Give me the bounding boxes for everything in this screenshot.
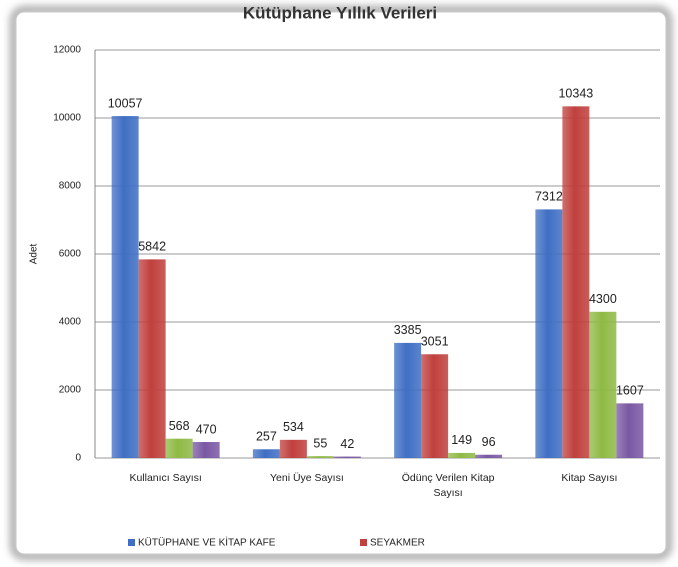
x-tick-label: Ödünç Verilen Kitap Sayısı [402, 472, 495, 499]
bar [333, 456, 361, 458]
data-label: 55 [313, 436, 327, 450]
data-label: 5842 [138, 240, 166, 254]
bar [448, 452, 476, 458]
data-label: 534 [283, 420, 304, 434]
y-tick-label: 0 [75, 453, 81, 464]
y-tick-label: 12000 [53, 45, 81, 56]
bar [252, 449, 280, 458]
data-label: 3385 [394, 323, 422, 337]
bar [589, 311, 617, 458]
legend-swatch [128, 539, 135, 546]
data-label: 1607 [616, 384, 644, 398]
legend-swatch [360, 539, 367, 546]
y-axis-label: Adet [29, 243, 40, 264]
data-label: 10343 [558, 87, 593, 101]
y-tick-label: 2000 [59, 385, 82, 396]
x-tick-label: Yeni Üye Sayısı [270, 472, 344, 484]
bar [192, 442, 220, 458]
data-label: 4300 [589, 292, 617, 306]
bar [138, 259, 166, 458]
frame-shadow [10, 6, 672, 560]
y-tick-label: 8000 [59, 181, 82, 192]
bar [165, 438, 193, 458]
frame [15, 11, 667, 555]
bar [475, 454, 503, 458]
data-label: 96 [482, 435, 496, 449]
legend-label: SEYAKMER [370, 538, 425, 549]
data-label: 10057 [108, 96, 143, 110]
y-tick-label: 10000 [53, 113, 81, 124]
bar [394, 342, 422, 458]
bar [535, 209, 563, 458]
data-label: 470 [196, 422, 217, 436]
legend-label: KÜTÜPHANE VE KİTAP KAFE [138, 536, 276, 549]
data-label: 7312 [535, 190, 563, 204]
x-tick-label: Kitap Sayısı [561, 472, 617, 484]
bar [111, 116, 139, 458]
bar [562, 106, 590, 458]
bar [421, 354, 449, 458]
data-label: 42 [340, 437, 354, 451]
x-tick-label: Kullanıcı Sayısı [129, 472, 201, 484]
data-label: 149 [451, 433, 472, 447]
bar [616, 403, 644, 458]
chart-title: Kütüphane Yıllık Verileri [243, 3, 437, 22]
y-tick-label: 6000 [59, 249, 82, 260]
y-tick-label: 4000 [59, 317, 82, 328]
data-label: 568 [169, 419, 190, 433]
bar [279, 439, 307, 458]
data-label: 3051 [421, 335, 449, 349]
data-label: 257 [256, 430, 277, 444]
bar [306, 456, 334, 458]
